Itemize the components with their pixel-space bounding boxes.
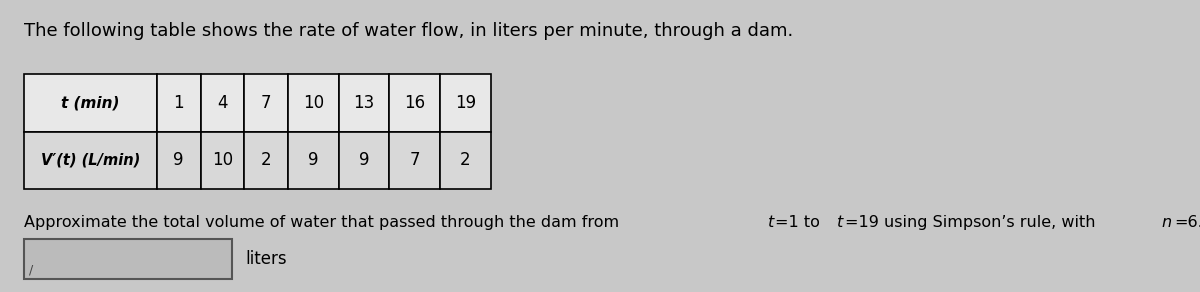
- Text: 16: 16: [404, 94, 425, 112]
- Text: 9: 9: [174, 152, 184, 169]
- FancyBboxPatch shape: [24, 74, 157, 131]
- Text: 4: 4: [217, 94, 228, 112]
- Text: =6.: =6.: [1174, 215, 1200, 230]
- FancyBboxPatch shape: [24, 239, 232, 279]
- FancyBboxPatch shape: [440, 131, 491, 190]
- Text: liters: liters: [246, 250, 287, 268]
- Text: 19: 19: [455, 94, 476, 112]
- Text: =1 to: =1 to: [775, 215, 826, 230]
- Text: =19 using Simpson’s rule, with: =19 using Simpson’s rule, with: [845, 215, 1100, 230]
- Text: 1: 1: [173, 94, 184, 112]
- Text: 9: 9: [359, 152, 370, 169]
- Text: 7: 7: [409, 152, 420, 169]
- Text: V′(t) (L/min): V′(t) (L/min): [41, 153, 140, 168]
- FancyBboxPatch shape: [288, 131, 338, 190]
- FancyBboxPatch shape: [200, 131, 245, 190]
- FancyBboxPatch shape: [24, 131, 157, 190]
- FancyBboxPatch shape: [245, 131, 288, 190]
- Text: 10: 10: [212, 152, 233, 169]
- Text: 7: 7: [260, 94, 271, 112]
- Text: 2: 2: [460, 152, 470, 169]
- FancyBboxPatch shape: [338, 74, 390, 131]
- FancyBboxPatch shape: [245, 74, 288, 131]
- Text: 9: 9: [308, 152, 319, 169]
- Text: t: t: [768, 215, 774, 230]
- FancyBboxPatch shape: [390, 131, 440, 190]
- FancyBboxPatch shape: [200, 74, 245, 131]
- FancyBboxPatch shape: [440, 74, 491, 131]
- FancyBboxPatch shape: [157, 74, 200, 131]
- Text: 2: 2: [260, 152, 271, 169]
- FancyBboxPatch shape: [390, 74, 440, 131]
- Text: Approximate the total volume of water that passed through the dam from: Approximate the total volume of water th…: [24, 215, 625, 230]
- FancyBboxPatch shape: [157, 131, 200, 190]
- Text: The following table shows the rate of water flow, in liters per minute, through : The following table shows the rate of wa…: [24, 22, 793, 40]
- Text: t: t: [838, 215, 844, 230]
- Text: 13: 13: [354, 94, 374, 112]
- Text: t (min): t (min): [61, 95, 120, 110]
- FancyBboxPatch shape: [288, 74, 338, 131]
- Text: n: n: [1162, 215, 1171, 230]
- Text: /: /: [29, 263, 34, 276]
- Text: 10: 10: [302, 94, 324, 112]
- FancyBboxPatch shape: [338, 131, 390, 190]
